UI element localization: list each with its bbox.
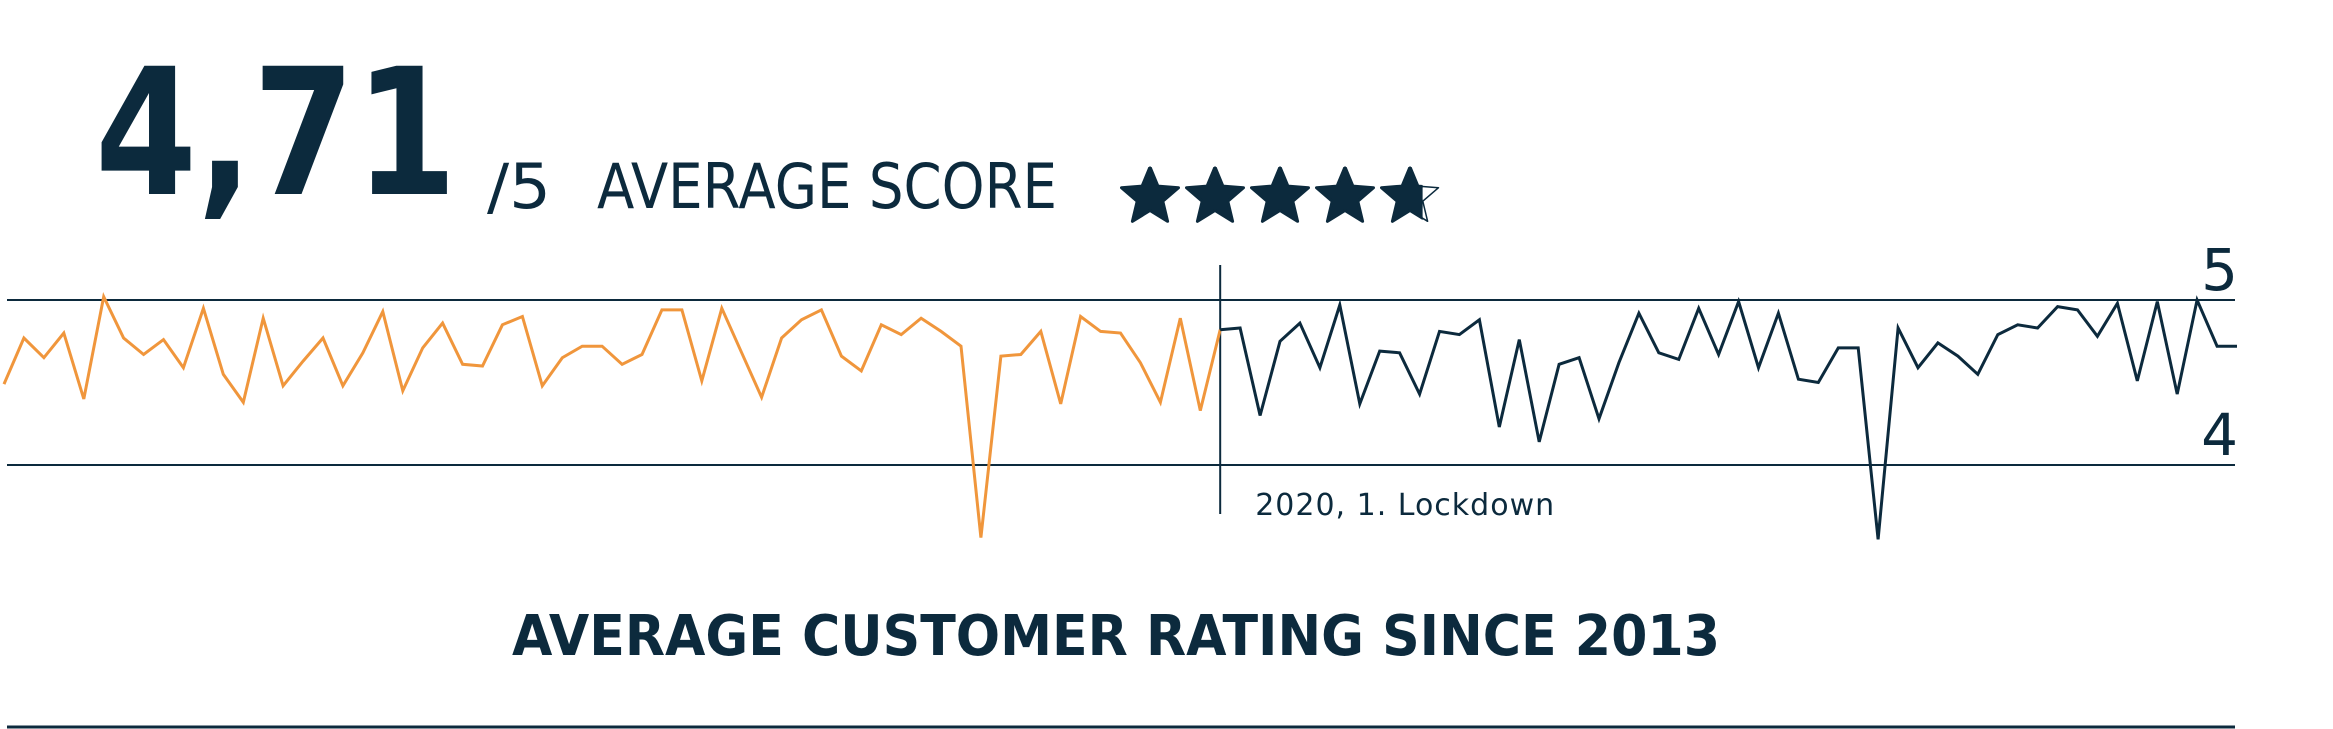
annotation: 2020, 1. Lockdown (1255, 488, 1555, 523)
score-scale: /5 (487, 150, 551, 223)
star-fill (1380, 167, 1423, 223)
y-tick-label: 5 (2201, 236, 2238, 304)
score: 4,71 (95, 31, 457, 236)
y-tick-label: 4 (2201, 401, 2238, 469)
chart-title: AVERAGE CUSTOMER RATING SINCE 2013 (512, 604, 1720, 669)
star-fill (1315, 167, 1375, 223)
rating-line (2, 291, 1222, 538)
star-fill (1120, 167, 1180, 223)
star-fill (1185, 167, 1245, 223)
rating-line (1220, 295, 2237, 540)
score-label: AVERAGE SCORE (597, 150, 1057, 223)
star-rating (1120, 166, 1440, 223)
star-fill (1250, 167, 1310, 223)
